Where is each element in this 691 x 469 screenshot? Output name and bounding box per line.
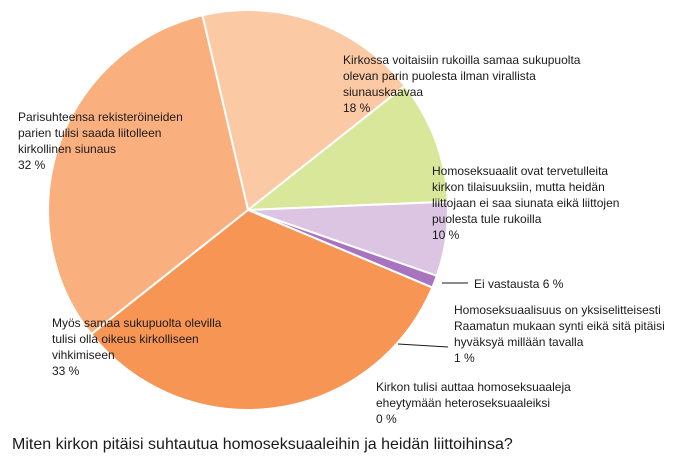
- slice-label-4: Kirkon tulisi auttaa homoseksuaaleja ehey…: [376, 380, 571, 426]
- slice-label-3: Homoseksuaalisuus on yksiselitteisesti Ra…: [454, 303, 665, 365]
- slice-label-2: Ei vastausta 6 %: [474, 277, 564, 291]
- pie-slice-6: [47, 14, 250, 336]
- pie-slices: [47, 9, 449, 411]
- slice-label-6: Parisuhteensa rekisteröineiden parien tul…: [18, 110, 183, 172]
- slice-labels: Kirkossa voitaisiin rukoilla samaa sukup…: [18, 53, 665, 426]
- pie-slice-5: [89, 208, 434, 411]
- leader-lines: [397, 282, 468, 348]
- chart-caption: Miten kirkon pitäisi suhtautua homoseksu…: [12, 436, 513, 453]
- slice-label-0: Kirkossa voitaisiin rukoilla samaa sukup…: [343, 53, 581, 115]
- slice-label-1: Homoseksuaalit ovat tervetulleita kirkon …: [432, 164, 619, 242]
- pie-slice-1: [244, 84, 449, 212]
- leader-line-3: [397, 343, 449, 348]
- pie-slice-0: [201, 9, 407, 212]
- slice-label-5: Myös samaa sukupuolta olevilla tulisi oll…: [52, 316, 222, 378]
